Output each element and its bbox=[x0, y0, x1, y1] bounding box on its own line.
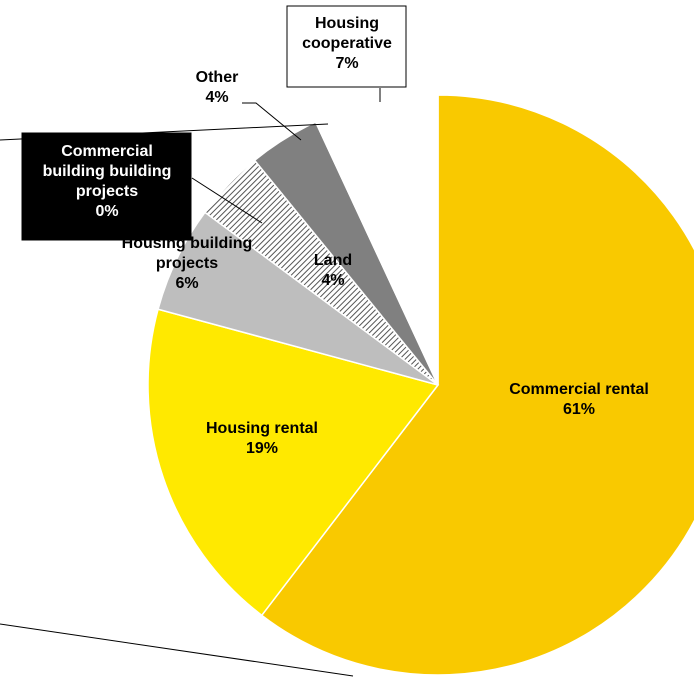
slice-housing-cooperative bbox=[314, 94, 439, 386]
data-label-commercial-building-building-projects: Commercial building building projects 0% bbox=[43, 143, 172, 220]
slice-value-housing-cooperative: 7% bbox=[335, 55, 358, 72]
slice-commercial-rental bbox=[260, 94, 694, 676]
slice-value-housing-building-projects: 6% bbox=[175, 275, 198, 292]
slice-name-other: Other bbox=[196, 69, 239, 86]
slice-name-housing-rental: Housing rental bbox=[206, 420, 318, 437]
data-label-land: Land 4% bbox=[314, 252, 352, 289]
data-label-other: Other 4% bbox=[196, 69, 239, 106]
slice-name-commercial-building-building-projects: Commercial bbox=[61, 143, 153, 160]
slice-name-housing-building-projects: projects bbox=[156, 255, 218, 272]
data-label-housing-building-projects: Housing building projects 6% bbox=[122, 235, 253, 292]
slice-name-land: Land bbox=[314, 252, 352, 269]
slice-name-housing-building-projects: Housing building bbox=[122, 235, 253, 252]
slice-value-commercial-building-building-projects: 0% bbox=[95, 203, 118, 220]
data-label-commercial-rental: Commercial rental 61% bbox=[509, 381, 649, 418]
slice-name-commercial-building-building-projects: building building bbox=[43, 163, 172, 180]
leader-line bbox=[191, 177, 263, 224]
slice-name-commercial-building-building-projects: projects bbox=[76, 183, 138, 200]
slice-name-housing-cooperative: Housing bbox=[315, 15, 379, 32]
slice-value-housing-rental: 19% bbox=[246, 440, 278, 457]
slice-housing-rental bbox=[147, 308, 440, 617]
leader-line bbox=[0, 623, 354, 677]
label-box-housing-cooperative bbox=[286, 5, 407, 88]
slice-name-housing-cooperative: cooperative bbox=[302, 35, 392, 52]
data-label-housing-cooperative: Housing cooperative 7% bbox=[302, 15, 392, 72]
leader-line bbox=[242, 102, 302, 141]
slice-value-land: 4% bbox=[321, 272, 344, 289]
slice-value-other: 4% bbox=[205, 89, 228, 106]
slice-value-commercial-rental: 61% bbox=[563, 401, 595, 418]
data-label-housing-rental: Housing rental 19% bbox=[206, 420, 318, 457]
slice-name-commercial-rental: Commercial rental bbox=[509, 381, 649, 398]
label-box-commercial-building-building-projects bbox=[21, 132, 192, 241]
